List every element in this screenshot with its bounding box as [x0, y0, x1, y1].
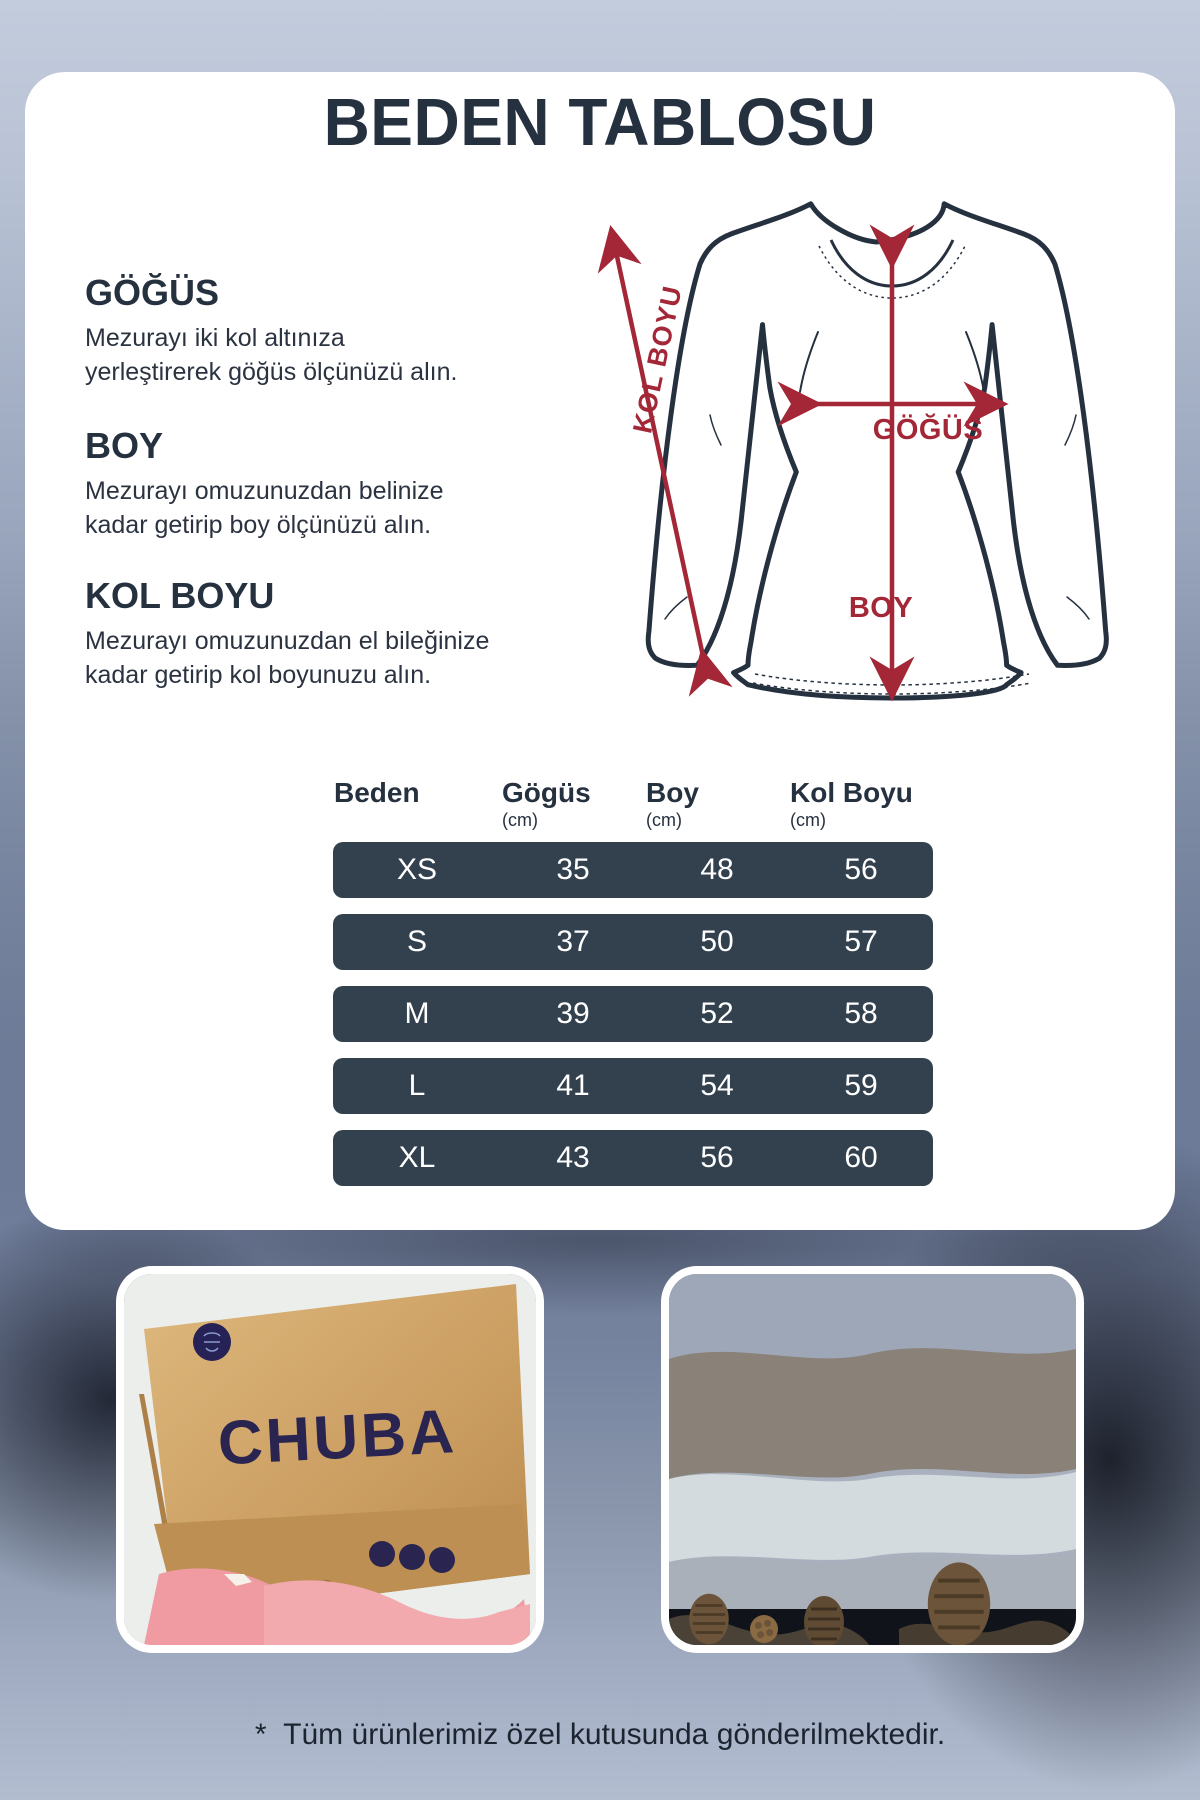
svg-text:CHUBA: CHUBA: [216, 1397, 458, 1478]
